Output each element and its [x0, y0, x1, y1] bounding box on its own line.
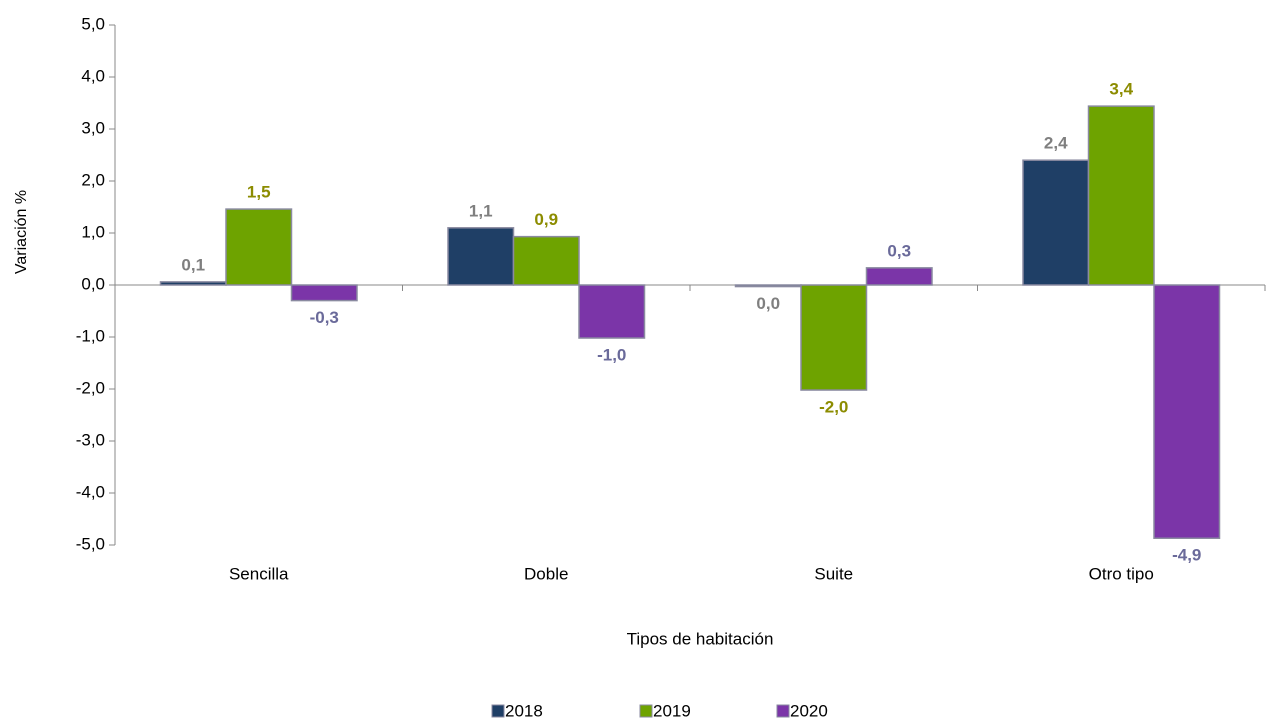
- x-tick-label: Doble: [524, 564, 568, 583]
- data-label: 2,4: [1044, 134, 1068, 153]
- y-tick-label: -3,0: [76, 430, 105, 449]
- legend-label: 2018: [505, 701, 543, 720]
- data-label: -2,0: [819, 398, 848, 417]
- data-label: 0,1: [181, 255, 205, 274]
- data-label: 3,4: [1109, 80, 1133, 99]
- data-label: 1,1: [469, 201, 493, 220]
- legend-label: 2020: [790, 701, 828, 720]
- y-tick-label: -4,0: [76, 482, 105, 501]
- bar: [1153, 284, 1221, 539]
- y-tick-label: -2,0: [76, 378, 105, 397]
- bar: [734, 284, 802, 288]
- bar: [578, 284, 646, 339]
- legend-swatch: [491, 704, 505, 718]
- bar: [447, 227, 515, 286]
- bar: [865, 267, 933, 286]
- legend-swatch: [776, 704, 790, 718]
- bar: [290, 284, 358, 302]
- bar: [800, 284, 868, 391]
- data-label: 1,5: [247, 183, 271, 202]
- y-tick-label: 1,0: [81, 222, 105, 241]
- data-label: 0,0: [756, 294, 780, 313]
- y-axis-title: Variación %: [13, 190, 30, 274]
- legend-label: 2019: [653, 701, 691, 720]
- bar: [1022, 159, 1090, 286]
- bar: [1087, 105, 1155, 286]
- y-tick-label: 0,0: [81, 274, 105, 293]
- bar: [225, 208, 293, 286]
- x-tick-label: Otro tipo: [1089, 564, 1154, 583]
- data-label: 0,3: [887, 241, 911, 260]
- data-label: -4,9: [1172, 546, 1201, 565]
- bar: [512, 235, 580, 286]
- x-tick-label: Sencilla: [229, 564, 289, 583]
- data-label: 0,9: [534, 210, 558, 229]
- x-tick-label: Suite: [814, 564, 853, 583]
- data-label: -0,3: [310, 308, 339, 327]
- bar: [159, 281, 227, 286]
- data-label: -1,0: [597, 346, 626, 365]
- y-tick-label: 2,0: [81, 170, 105, 189]
- y-tick-label: 3,0: [81, 118, 105, 137]
- y-tick-label: -5,0: [76, 534, 105, 553]
- y-tick-label: -1,0: [76, 326, 105, 345]
- y-tick-label: 4,0: [81, 66, 105, 85]
- x-axis-title: Tipos de habitación: [627, 629, 774, 648]
- y-tick-label: 5,0: [81, 14, 105, 33]
- legend-swatch: [639, 704, 653, 718]
